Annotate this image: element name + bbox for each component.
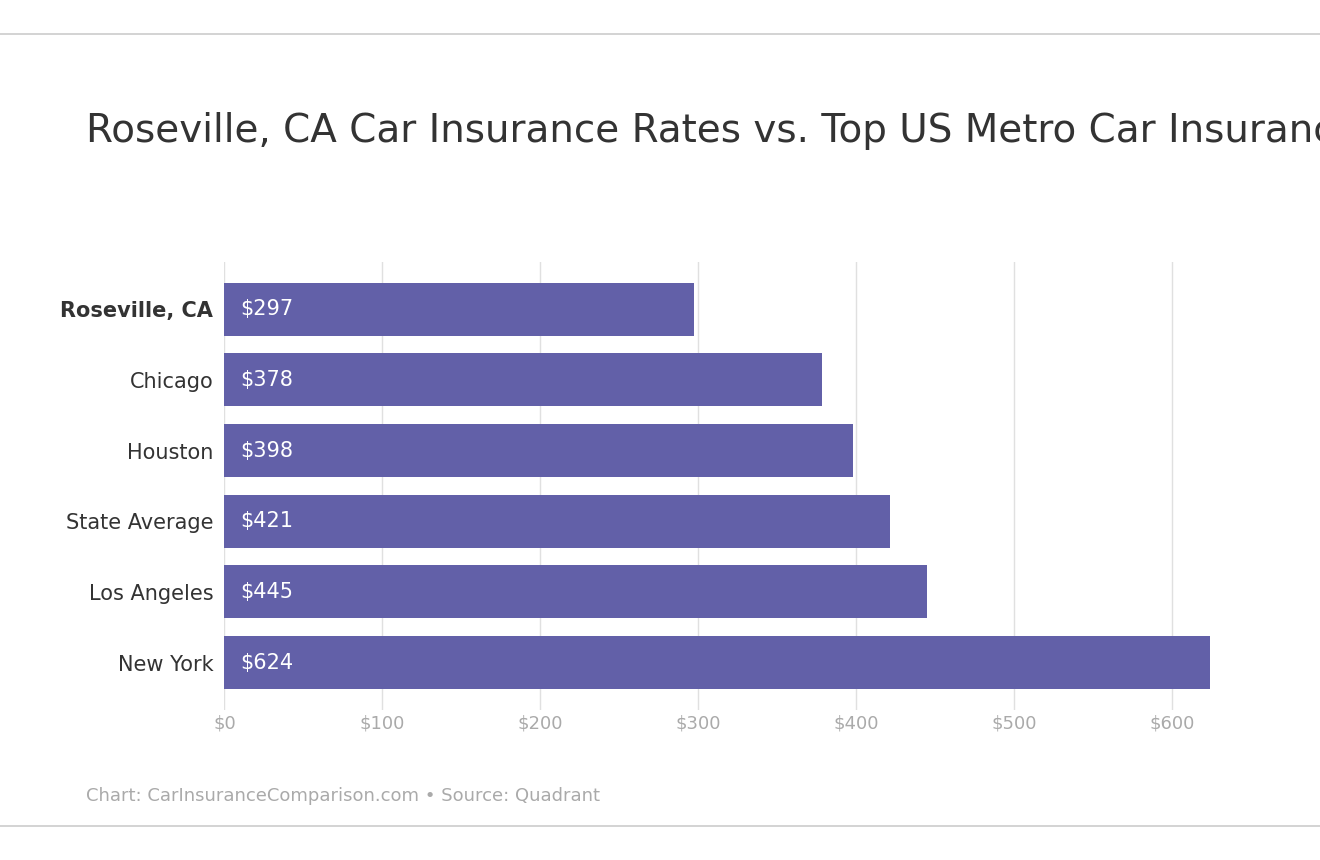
Bar bbox=[224, 636, 1210, 689]
Bar bbox=[224, 494, 890, 548]
Text: Chart: CarInsuranceComparison.com • Source: Quadrant: Chart: CarInsuranceComparison.com • Sour… bbox=[86, 787, 599, 805]
Bar bbox=[224, 283, 694, 335]
Bar bbox=[224, 353, 821, 407]
Bar bbox=[224, 565, 928, 618]
Bar bbox=[224, 424, 853, 477]
Text: $445: $445 bbox=[240, 582, 293, 602]
Text: $297: $297 bbox=[240, 299, 293, 319]
Text: Roseville, CA Car Insurance Rates vs. Top US Metro Car Insurance Rates: Roseville, CA Car Insurance Rates vs. To… bbox=[86, 113, 1320, 150]
Text: $421: $421 bbox=[240, 511, 293, 531]
Text: $624: $624 bbox=[240, 653, 293, 673]
Text: $378: $378 bbox=[240, 370, 293, 390]
Text: $398: $398 bbox=[240, 440, 293, 461]
